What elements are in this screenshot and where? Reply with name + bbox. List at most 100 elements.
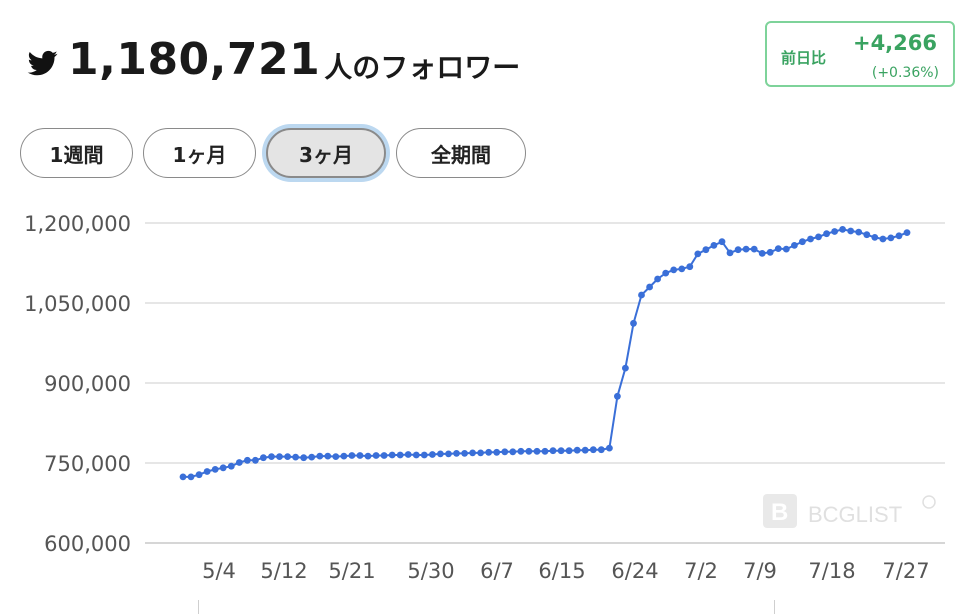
data-point[interactable] [686, 263, 694, 271]
data-point[interactable] [517, 447, 525, 455]
data-point[interactable] [332, 453, 340, 460]
data-point[interactable] [541, 447, 549, 455]
change-percent: (+0.36%) [871, 65, 939, 81]
data-point[interactable] [847, 227, 855, 235]
data-point[interactable] [839, 226, 846, 233]
data-point[interactable] [227, 462, 235, 470]
data-point[interactable] [597, 446, 605, 454]
data-point[interactable] [461, 450, 468, 457]
data-point[interactable] [654, 275, 661, 283]
data-point[interactable] [364, 452, 372, 460]
data-point[interactable] [573, 446, 581, 454]
data-point[interactable] [662, 269, 670, 277]
data-point[interactable] [758, 250, 766, 257]
data-point[interactable] [437, 450, 444, 458]
data-point[interactable] [831, 228, 838, 235]
data-point[interactable] [646, 283, 653, 291]
data-point[interactable] [388, 451, 396, 459]
data-point[interactable] [276, 453, 283, 460]
data-point[interactable] [638, 291, 645, 299]
data-point[interactable] [815, 233, 822, 241]
data-point[interactable] [606, 444, 613, 452]
data-point[interactable] [429, 451, 436, 458]
x-tick-label: 7/2 [684, 559, 718, 583]
tab-1-month[interactable]: 1ヶ月 [143, 128, 256, 178]
data-point[interactable] [630, 319, 637, 327]
data-point[interactable] [782, 245, 790, 253]
data-point[interactable] [179, 473, 187, 481]
data-point[interactable] [292, 453, 299, 461]
data-point[interactable] [300, 454, 308, 462]
data-point[interactable] [702, 246, 710, 254]
data-point[interactable] [211, 466, 219, 473]
data-point[interactable] [404, 451, 412, 458]
x-tick-label: 7/18 [808, 559, 855, 583]
data-point[interactable] [372, 452, 380, 459]
data-point[interactable] [742, 245, 750, 253]
data-point[interactable] [316, 452, 324, 460]
data-point[interactable] [453, 450, 460, 457]
data-point[interactable] [549, 447, 557, 455]
data-point[interactable] [622, 364, 629, 372]
data-point[interactable] [807, 235, 814, 243]
tab-all-time[interactable]: 全期間 [396, 128, 526, 178]
data-point[interactable] [219, 464, 227, 472]
data-point[interactable] [614, 392, 621, 400]
data-point[interactable] [565, 447, 573, 455]
data-point[interactable] [493, 448, 501, 456]
data-point[interactable] [485, 448, 493, 456]
data-point[interactable] [469, 449, 476, 457]
data-point[interactable] [799, 238, 806, 246]
data-point[interactable] [348, 452, 356, 459]
data-point[interactable] [895, 232, 903, 240]
data-point[interactable] [533, 447, 541, 455]
tab-1-week[interactable]: 1週間 [20, 128, 133, 178]
data-point[interactable] [887, 234, 895, 242]
data-point[interactable] [380, 452, 388, 459]
data-point[interactable] [694, 250, 702, 258]
data-point[interactable] [734, 246, 742, 254]
data-point[interactable] [823, 230, 830, 238]
change-label: 前日比 [781, 49, 827, 67]
data-point[interactable] [670, 266, 678, 274]
data-point[interactable] [284, 453, 291, 460]
data-point[interactable] [589, 446, 597, 454]
data-point[interactable] [581, 446, 589, 454]
data-point[interactable] [863, 231, 871, 239]
data-point[interactable] [203, 468, 211, 475]
data-point[interactable] [420, 451, 428, 459]
data-point[interactable] [726, 249, 734, 257]
data-point[interactable] [340, 452, 348, 460]
data-point[interactable] [871, 234, 879, 241]
data-point[interactable] [324, 452, 332, 460]
data-point[interactable] [718, 238, 726, 246]
data-point[interactable] [774, 245, 782, 253]
data-point[interactable] [308, 453, 316, 461]
data-point[interactable] [879, 235, 887, 243]
data-point[interactable] [525, 447, 533, 455]
data-point[interactable] [412, 451, 420, 459]
data-point[interactable] [195, 471, 203, 479]
data-point[interactable] [356, 452, 364, 459]
data-point[interactable] [750, 245, 758, 253]
data-point[interactable] [766, 248, 774, 256]
data-point[interactable] [501, 448, 509, 456]
data-point[interactable] [187, 473, 195, 481]
data-point[interactable] [244, 456, 251, 464]
data-point[interactable] [445, 450, 452, 458]
data-point[interactable] [260, 454, 267, 462]
data-point[interactable] [252, 456, 259, 464]
data-point[interactable] [268, 453, 275, 460]
data-point[interactable] [557, 447, 565, 455]
data-point[interactable] [678, 265, 686, 273]
data-point[interactable] [903, 229, 911, 237]
data-point[interactable] [855, 228, 863, 236]
data-point[interactable] [396, 451, 404, 459]
data-point[interactable] [710, 242, 718, 249]
data-point[interactable] [791, 242, 798, 249]
data-point[interactable] [477, 449, 484, 457]
data-point[interactable] [509, 448, 517, 456]
axis-divider [198, 600, 199, 614]
data-point[interactable] [235, 459, 243, 466]
tab-3-months[interactable]: 3ヶ月 [266, 128, 386, 178]
